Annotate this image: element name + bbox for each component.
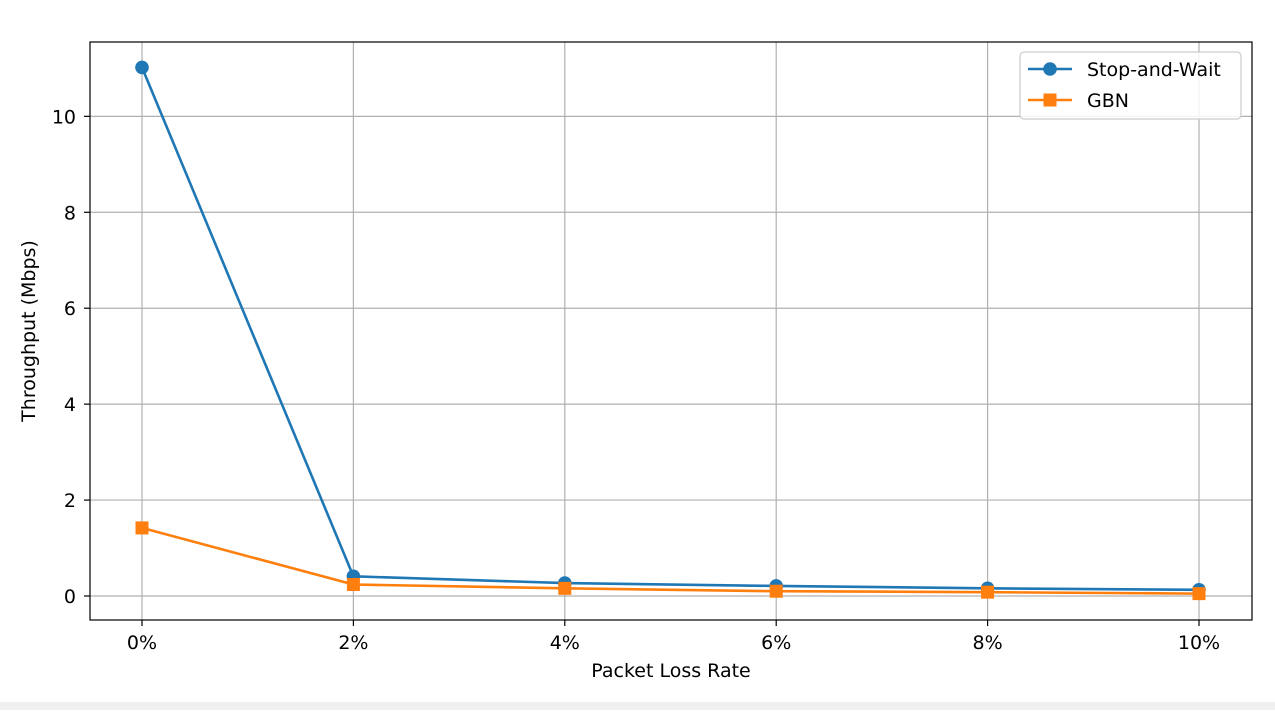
stop-and-wait-line <box>140 66 1200 592</box>
x-tick-label: 0% <box>127 632 157 654</box>
y-tick-label: 6 <box>64 298 76 320</box>
legend-stop-and-wait-marker <box>1043 62 1057 76</box>
y-tick-label: 10 <box>52 106 76 128</box>
x-tick-label: 6% <box>761 632 791 654</box>
x-axis-label: Packet Loss Rate <box>591 660 750 682</box>
legend: Stop-and-Wait GBN <box>1019 51 1242 120</box>
y-tick-label: 0 <box>64 586 76 608</box>
grid-lines <box>90 42 1252 620</box>
x-tick-label: 4% <box>550 632 580 654</box>
legend-gbn-marker <box>1043 93 1057 107</box>
stop-and-wait-point <box>135 60 149 75</box>
gbn-point <box>769 584 783 598</box>
y-tick-label: 8 <box>64 202 76 224</box>
y-tick-label: 4 <box>64 394 76 416</box>
axes: 0% 2% 4% 6% 8% 10% 0 2 4 6 8 10 <box>52 106 1220 654</box>
x-tick-label: 2% <box>338 632 368 654</box>
legend-stop-and-wait-label: Stop-and-Wait <box>1087 59 1221 81</box>
gbn-line <box>141 526 1200 595</box>
gbn-point <box>981 585 995 599</box>
gbn-point <box>346 578 360 592</box>
gbn-point <box>1192 587 1206 601</box>
series-lines <box>135 60 1206 601</box>
x-tick-label: 8% <box>973 632 1003 654</box>
gbn-point <box>135 521 149 535</box>
y-axis-label: Throughput (Mbps) <box>18 240 40 423</box>
gbn-point <box>558 581 572 595</box>
y-tick-label: 2 <box>64 490 76 512</box>
x-tick-label: 10% <box>1178 632 1220 654</box>
legend-box <box>1019 51 1242 120</box>
bottom-strip <box>0 702 1275 710</box>
plot-frame <box>89 41 1253 621</box>
legend-gbn-label: GBN <box>1087 90 1129 112</box>
